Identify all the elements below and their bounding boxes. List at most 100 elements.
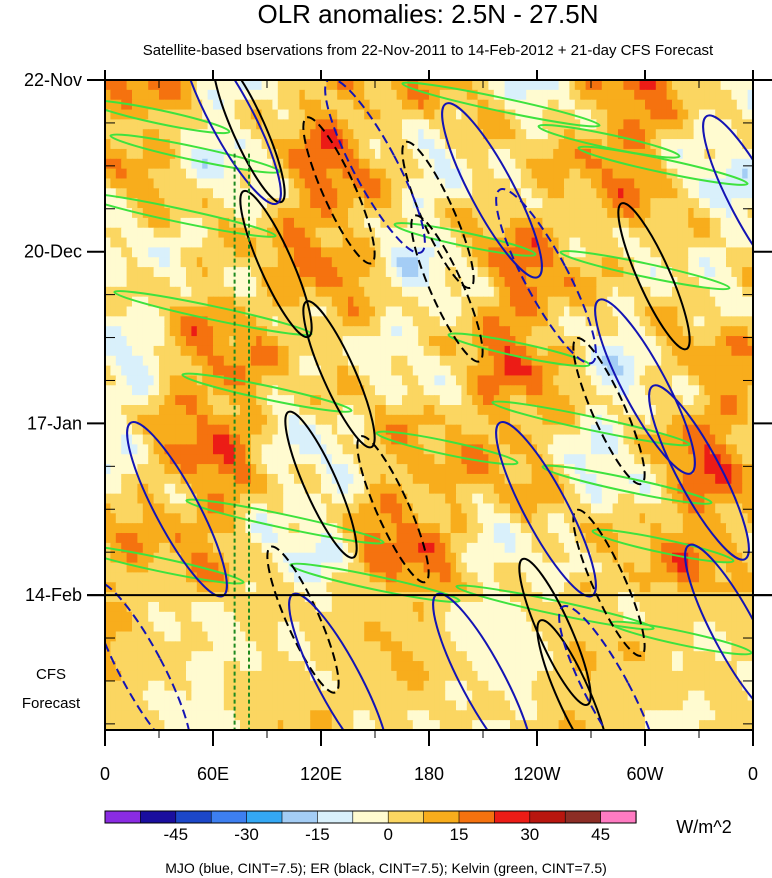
- anomaly-cell: [132, 355, 138, 367]
- anomaly-cell: [623, 109, 630, 120]
- anomaly-cell: [445, 109, 452, 120]
- anomaly-cell: [202, 129, 209, 140]
- anomaly-cell: [429, 286, 435, 298]
- anomaly-cell: [564, 316, 570, 327]
- anomaly-cell: [504, 454, 511, 465]
- anomaly-cell: [164, 395, 171, 406]
- anomaly-cell: [736, 395, 743, 406]
- anomaly-cell: [726, 109, 732, 120]
- anomaly-cell: [585, 473, 592, 485]
- anomaly-cell: [504, 434, 511, 445]
- anomaly-cell: [326, 129, 333, 140]
- anomaly-cell: [574, 89, 581, 101]
- anomaly-cell: [191, 454, 198, 465]
- anomaly-cell: [250, 444, 257, 455]
- anomaly-cell: [412, 405, 419, 416]
- anomaly-cell: [466, 385, 473, 396]
- anomaly-cell: [515, 385, 522, 396]
- anomaly-cell: [353, 306, 360, 317]
- anomaly-cell: [331, 316, 338, 327]
- anomaly-cell: [304, 345, 311, 357]
- anomaly-cell: [493, 316, 500, 327]
- anomaly-cell: [396, 286, 403, 298]
- anomaly-cell: [537, 316, 543, 327]
- anomaly-cell: [537, 80, 543, 91]
- anomaly-cell: [515, 208, 522, 219]
- anomaly-cell: [477, 385, 484, 396]
- anomaly-cell: [164, 424, 171, 436]
- anomaly-cell: [186, 306, 192, 317]
- anomaly-cell: [585, 178, 592, 189]
- anomaly-cell: [429, 168, 435, 180]
- anomaly-cell: [121, 119, 128, 130]
- anomaly-cell: [175, 326, 182, 337]
- anomaly-cell: [234, 444, 241, 455]
- anomaly-cell: [537, 257, 543, 268]
- anomaly-cell: [720, 139, 727, 150]
- anomaly-cell: [623, 129, 630, 140]
- anomaly-cell: [726, 355, 732, 367]
- anomaly-cell: [569, 444, 576, 455]
- anomaly-cell: [164, 444, 171, 455]
- anomaly-cell: [612, 208, 619, 219]
- anomaly-cell: [169, 129, 176, 140]
- anomaly-cell: [418, 395, 425, 406]
- anomaly-cell: [364, 286, 371, 298]
- anomaly-cell: [412, 80, 419, 91]
- anomaly-cell: [353, 267, 360, 278]
- anomaly-cell: [105, 276, 111, 288]
- anomaly-cell: [682, 434, 689, 445]
- anomaly-cell: [558, 168, 565, 180]
- anomaly-cell: [515, 464, 522, 475]
- anomaly-cell: [337, 208, 344, 219]
- anomaly-cell: [601, 198, 608, 209]
- anomaly-cell: [412, 257, 419, 268]
- anomaly-cell: [434, 168, 441, 180]
- anomaly-cell: [477, 434, 484, 445]
- anomaly-cell: [175, 483, 182, 495]
- anomaly-cell: [677, 444, 684, 455]
- anomaly-cell: [634, 99, 641, 111]
- anomaly-cell: [445, 99, 452, 111]
- anomaly-cell: [407, 198, 414, 209]
- anomaly-cell: [234, 434, 241, 445]
- anomaly-cell: [142, 119, 149, 130]
- anomaly-cell: [137, 385, 144, 396]
- anomaly-cell: [353, 355, 360, 367]
- anomaly-cell: [655, 454, 662, 465]
- anomaly-cell: [434, 99, 441, 111]
- anomaly-cell: [574, 345, 581, 357]
- anomaly-cell: [148, 286, 155, 298]
- anomaly-cell: [391, 385, 398, 396]
- anomaly-cell: [715, 326, 722, 337]
- anomaly-cell: [326, 414, 333, 426]
- anomaly-cell: [461, 257, 468, 268]
- anomaly-cell: [375, 217, 381, 229]
- anomaly-cell: [510, 464, 516, 475]
- anomaly-cell: [520, 188, 527, 199]
- anomaly-cell: [699, 168, 705, 180]
- anomaly-cell: [294, 276, 300, 288]
- anomaly-cell: [229, 345, 236, 357]
- anomaly-cell: [310, 336, 317, 347]
- anomaly-cell: [132, 89, 138, 101]
- anomaly-cell: [580, 237, 587, 249]
- anomaly-cell: [364, 99, 371, 111]
- anomaly-cell: [353, 464, 360, 475]
- anomaly-cell: [510, 168, 516, 180]
- anomaly-cell: [666, 444, 673, 455]
- anomaly-cell: [585, 306, 592, 317]
- anomaly-cell: [380, 326, 387, 337]
- anomaly-cell: [342, 444, 349, 455]
- anomaly-cell: [537, 168, 543, 180]
- anomaly-cell: [742, 178, 749, 189]
- anomaly-cell: [461, 139, 468, 150]
- anomaly-cell: [574, 276, 581, 288]
- anomaly-cell: [369, 316, 376, 327]
- anomaly-cell: [450, 276, 457, 288]
- anomaly-cell: [531, 345, 538, 357]
- anomaly-cell: [126, 198, 133, 209]
- anomaly-cell: [699, 345, 705, 357]
- anomaly-cell: [353, 158, 360, 170]
- anomaly-cell: [655, 276, 662, 288]
